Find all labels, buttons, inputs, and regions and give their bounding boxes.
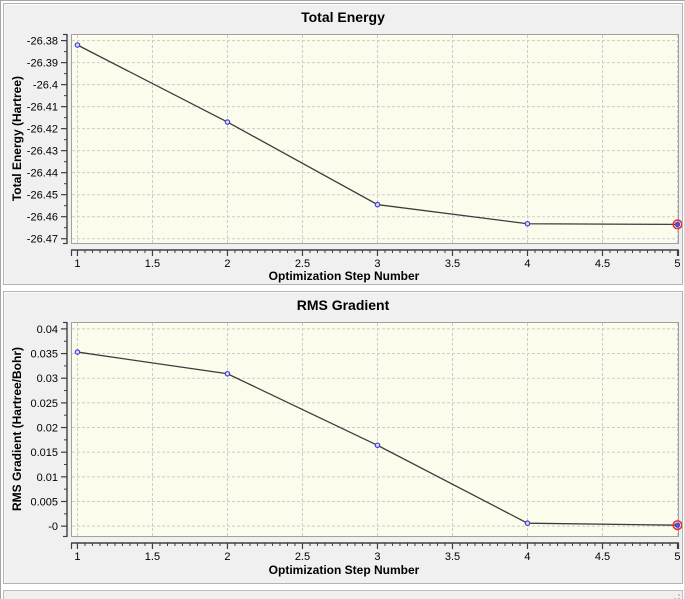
- svg-text:-26.47: -26.47: [27, 234, 58, 246]
- rms-gradient-plot-area[interactable]: 0.04 0.035 0.03 0.025 0.02 0.015 0.01 0.005 -0 1 1…: [4, 292, 682, 583]
- svg-text:0.02: 0.02: [37, 423, 58, 435]
- svg-text:2: 2: [224, 551, 230, 563]
- svg-text:3: 3: [374, 258, 380, 270]
- svg-text:0.025: 0.025: [30, 398, 58, 410]
- svg-text:5: 5: [674, 258, 680, 270]
- svg-text:-26.45: -26.45: [27, 190, 58, 202]
- svg-text:1.5: 1.5: [145, 258, 160, 270]
- rms-gradient-chart-title: RMS Gradient: [296, 297, 390, 313]
- svg-text:-26.4: -26.4: [33, 80, 58, 92]
- total-energy-x-axis-title: Optimization Step Number: [268, 269, 420, 283]
- svg-text:-26.43: -26.43: [27, 146, 58, 158]
- svg-text:-26.46: -26.46: [27, 212, 58, 224]
- svg-text:4: 4: [524, 551, 530, 563]
- svg-text:-26.42: -26.42: [27, 124, 58, 136]
- svg-text:4.5: 4.5: [595, 258, 610, 270]
- svg-text:0.04: 0.04: [37, 324, 58, 336]
- svg-text:1.5: 1.5: [145, 551, 160, 563]
- rms-gradient-chart-panel: RMS Gradient 0.04 0.035 0.03 0.025 0.02 0.015…: [3, 291, 683, 584]
- svg-text:2.5: 2.5: [295, 551, 310, 563]
- svg-text:2.5: 2.5: [295, 258, 310, 270]
- status-strip: [3, 590, 683, 599]
- svg-text:3.5: 3.5: [445, 551, 460, 563]
- svg-text:4.5: 4.5: [595, 551, 610, 563]
- svg-text:0.035: 0.035: [30, 349, 58, 361]
- svg-text:3.5: 3.5: [445, 258, 460, 270]
- total-energy-chart-title: Total Energy: [301, 9, 385, 25]
- total-energy-y-axis-title: Total Energy (Hartree): [10, 76, 24, 202]
- svg-text:0.015: 0.015: [30, 447, 58, 459]
- resize-grip-icon[interactable]: [670, 592, 680, 599]
- rms-gradient-x-axis-title: Optimization Step Number: [268, 563, 420, 577]
- svg-text:0.01: 0.01: [37, 472, 58, 484]
- total-energy-plot-area[interactable]: -26.38 -26.39 -26.4 -26.41 -26.42 -26.43 -26.4…: [4, 4, 682, 284]
- svg-text:5: 5: [674, 551, 680, 563]
- svg-text:1: 1: [74, 258, 80, 270]
- svg-text:3: 3: [374, 551, 380, 563]
- svg-text:4: 4: [524, 258, 530, 270]
- rms-gradient-y-axis-title: RMS Gradient (Hartree/Bohr): [10, 347, 24, 512]
- total-energy-chart-panel: Total Energy -26.38 -26.39 -26.4 -26.41 -26.…: [3, 3, 683, 285]
- svg-text:0.005: 0.005: [30, 496, 58, 508]
- svg-text:0.03: 0.03: [37, 373, 58, 385]
- svg-text:-0: -0: [48, 521, 58, 533]
- svg-text:-26.44: -26.44: [27, 168, 58, 180]
- svg-text:1: 1: [74, 551, 80, 563]
- svg-text:2: 2: [224, 258, 230, 270]
- svg-text:-26.38: -26.38: [27, 36, 58, 48]
- svg-text:-26.41: -26.41: [27, 102, 58, 114]
- svg-text:-26.39: -26.39: [27, 58, 58, 70]
